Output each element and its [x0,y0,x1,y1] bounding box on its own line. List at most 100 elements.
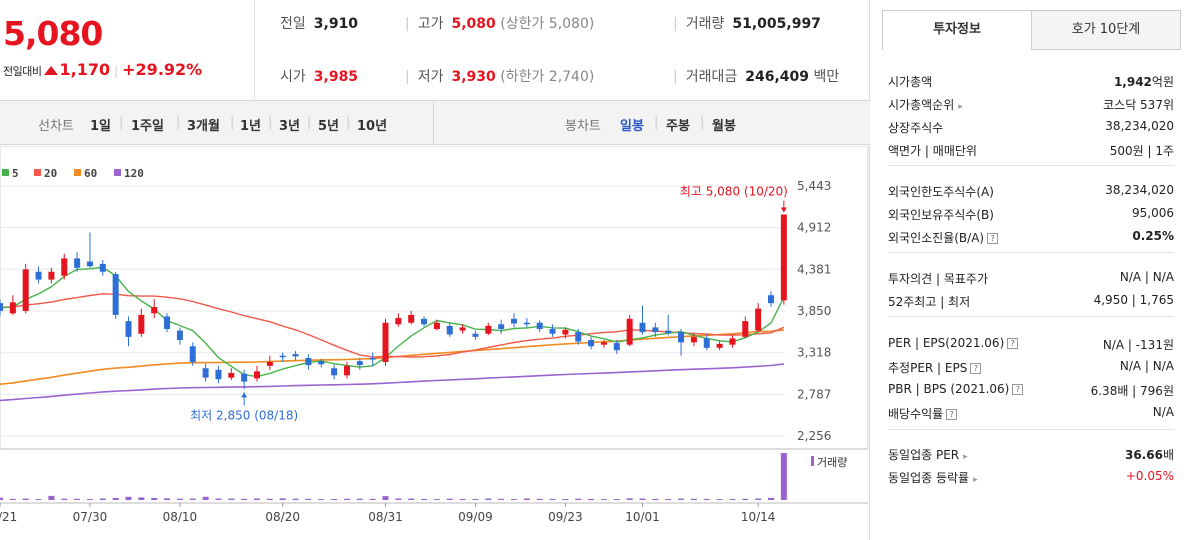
change-rate: +29.92% [122,60,203,79]
candle-body [369,358,376,360]
candle-chart-label: 봉차트 [565,119,601,134]
candle-body [678,332,685,343]
volume-bar [665,498,672,500]
period-10y[interactable]: 10년 [357,119,388,134]
candle-weekly[interactable]: 주봉 [666,119,690,134]
ma5-line [0,266,785,378]
info-value: 0.25% [1132,229,1174,243]
candle-body [254,371,260,379]
price-header: 5,080 전일대비 1,170 | +29.92% 전일 3,910 시가 3,985 … [0,0,870,101]
volume-bar [536,498,543,500]
period-5y[interactable]: 5년 [318,119,340,134]
volume-bar [318,499,325,500]
candle-body [729,338,736,345]
candle-body [112,274,119,315]
candle-body [742,321,749,337]
info-row: 동일업종 PER ▸ 36.66배 [888,446,1174,462]
x-tick-label: 07/21 [0,510,17,524]
info-row: 52주최고 | 최저 4,950 | 1,765 [888,293,1174,309]
line-chart-label: 선차트 [38,119,74,134]
period-1d[interactable]: 1일 [90,119,112,134]
period-3y[interactable]: 3년 [279,119,301,134]
change-row: 전일대비 1,170 | +29.92% [3,60,203,79]
chevron-right-icon: ▸ [958,102,963,112]
help-icon[interactable]: ? [1012,384,1024,395]
period-1y[interactable]: 1년 [240,119,262,134]
volume-bar [459,498,466,500]
candle-body [600,342,607,345]
period-3m[interactable]: 3개월 [187,119,220,134]
y-tick-label: 5,443 [797,179,831,193]
candle-monthly[interactable]: 월봉 [712,119,736,134]
candle-body [228,372,235,378]
tab-investment-info[interactable]: 투자정보 [882,10,1032,50]
volume-bar [703,498,710,500]
x-tick-label: 08/10 [163,510,198,524]
up-arrow-icon [44,66,59,75]
period-1w[interactable]: 1주일 [131,119,164,134]
help-icon[interactable]: ? [987,233,999,244]
info-key[interactable]: 시가총액순위 ▸ [888,98,963,112]
info-value: 500원 | 1주 [1109,144,1174,158]
prev-close: 전일 3,910 [280,16,359,32]
candle-body [716,343,723,348]
tab-orderbook-10[interactable]: 호가 10단계 [1031,10,1181,50]
volume-bar [511,499,517,500]
info-value: 4,950 | 1,765 [1093,293,1174,307]
y-tick-label: 4,381 [797,262,831,276]
info-value: N/A | -131원 [1102,338,1174,352]
info-row: 추정PER | EPS? N/A | N/A [888,359,1174,375]
candle-body [48,271,55,280]
info-value: N/A [1152,405,1174,419]
candle-body [0,303,3,311]
info-row: PER | EPS(2021.06)? N/A | -131원 [888,336,1174,352]
candle-body [292,354,299,357]
candle-body [395,318,402,325]
volume-legend-label: 거래량 [817,456,847,469]
volume-bar [498,498,505,500]
volume-bar [768,497,774,500]
x-tick-label: 08/20 [265,510,300,524]
y-tick-label: 2,256 [797,429,831,443]
candle-body [279,355,286,358]
volume-bar [716,499,723,500]
info-key: 외국인한도주식수(A) [888,185,994,199]
volume: | 거래량 51,005,997 [673,16,821,32]
candle-body [408,314,415,323]
high-price: | 고가 5,080 (상한가 5,080) [405,16,595,32]
volume-bar [678,498,685,500]
help-icon[interactable]: ? [970,363,982,374]
info-key[interactable]: 동일업종 PER ▸ [888,448,968,462]
info-key: 시가총액 [888,75,933,89]
candle-body [511,318,517,324]
candle-body [176,330,183,340]
info-key[interactable]: PBR | BPS (2021.06)? [888,382,1024,396]
info-key[interactable]: PER | EPS(2021.06)? [888,336,1019,350]
volume-bar [639,498,646,500]
info-key[interactable]: 외국인소진율(B/A)? [888,229,999,246]
help-icon[interactable]: ? [946,409,958,420]
group-divider [888,165,1174,166]
info-key[interactable]: 추정PER | EPS? [888,359,982,376]
candle-body [498,324,505,330]
volume-bar [138,497,145,500]
x-tick-label: 10/01 [625,510,660,524]
info-key[interactable]: 배당수익률? [888,405,958,422]
x-tick-label: 10/14 [741,510,776,524]
info-key: 외국인보유주식수(B) [888,208,994,222]
volume-bar [125,496,132,500]
volume-bar [613,498,620,500]
candle-body [459,327,466,331]
volume-bar [433,499,440,500]
info-key[interactable]: 동일업종 등락률 ▸ [888,471,978,485]
info-row: 외국인한도주식수(A) 38,234,020 [888,183,1174,199]
info-value: 95,006 [1132,206,1174,220]
volume-bar [0,497,3,500]
candle-body [446,325,453,335]
y-tick-label: 2,787 [797,387,831,401]
volume-bar [562,498,569,500]
candle-body [433,322,440,330]
candle-daily[interactable]: 일봉 [620,119,644,134]
volume-bar [690,498,697,500]
help-icon[interactable]: ? [1007,338,1019,349]
